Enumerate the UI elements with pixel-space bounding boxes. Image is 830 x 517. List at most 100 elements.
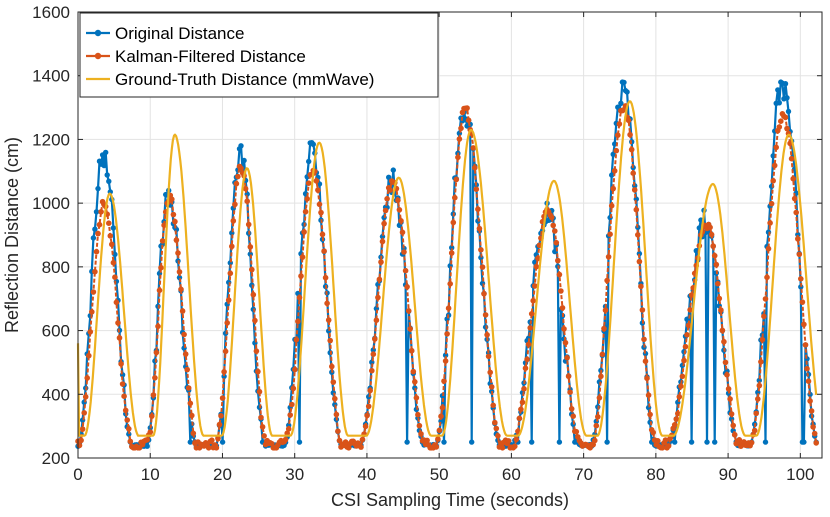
- series-kalman-point: [756, 382, 763, 389]
- series-kalman-point: [119, 381, 126, 387]
- series-kalman-point: [242, 185, 249, 192]
- series-kalman-point: [259, 424, 266, 430]
- series-kalman-point: [768, 200, 775, 207]
- series-kalman-point: [707, 224, 713, 231]
- series-kalman-point: [327, 337, 334, 344]
- series-kalman-point: [478, 247, 484, 253]
- series-kalman-point: [519, 399, 526, 406]
- series-kalman-point: [98, 209, 104, 215]
- series-kalman-point: [150, 392, 157, 398]
- series-kalman-point: [412, 379, 418, 385]
- series-kalman-point: [401, 249, 407, 255]
- series-kalman-point: [229, 243, 235, 250]
- y-tick-label: 400: [42, 385, 70, 404]
- series-kalman-point: [475, 206, 481, 212]
- series-kalman-point: [788, 155, 795, 162]
- series-kalman-point: [556, 271, 563, 278]
- series-kalman-point: [95, 230, 101, 237]
- series-kalman-point: [530, 297, 536, 304]
- series-kalman-point: [465, 117, 472, 123]
- series-original-point: [310, 141, 316, 147]
- series-kalman-point: [370, 351, 377, 358]
- series-original-point: [529, 439, 535, 445]
- series-kalman-point: [598, 373, 604, 380]
- x-tick-label: 20: [213, 465, 232, 484]
- series-original-point: [110, 225, 117, 231]
- series-kalman-point: [261, 433, 267, 439]
- series-kalman-point: [518, 406, 524, 413]
- series-kalman-point: [716, 295, 723, 302]
- series-original-point: [441, 439, 447, 445]
- series-kalman-point: [252, 317, 258, 324]
- x-tick-label: 30: [285, 465, 304, 484]
- series-kalman-point: [378, 259, 384, 265]
- x-tick-label: 10: [141, 465, 160, 484]
- series-kalman-point: [679, 373, 686, 380]
- series-kalman-point: [593, 422, 600, 429]
- series-kalman-point: [305, 180, 312, 186]
- series-kalman-point: [258, 414, 264, 421]
- series-kalman-point: [635, 232, 641, 238]
- series-kalman-point: [170, 211, 177, 218]
- series-kalman-point: [253, 348, 260, 354]
- series-kalman-point: [126, 426, 132, 432]
- series-kalman-point: [595, 414, 601, 420]
- series-kalman-point: [685, 322, 692, 329]
- series-kalman-point: [762, 296, 769, 302]
- series-kalman-point: [759, 336, 766, 343]
- series-kalman-point: [156, 287, 163, 294]
- series-original-point: [610, 151, 616, 157]
- series-kalman-point: [296, 294, 303, 301]
- series-kalman-point: [112, 274, 118, 281]
- series-kalman-point: [550, 222, 556, 229]
- series-kalman-point: [124, 417, 130, 423]
- series-kalman-point: [81, 410, 87, 416]
- series-original-point: [103, 149, 109, 156]
- series-original-point: [92, 226, 98, 232]
- legend-marker-kalman: [94, 52, 102, 60]
- series-kalman-point: [106, 220, 112, 226]
- series-kalman-point: [628, 146, 635, 153]
- series-kalman-point: [676, 394, 683, 400]
- series-kalman-point: [495, 433, 501, 439]
- series-kalman-point: [221, 369, 227, 375]
- series-kalman-point: [487, 369, 494, 376]
- series-kalman-point: [410, 368, 417, 375]
- series-kalman-point: [158, 264, 164, 271]
- series-kalman-point: [798, 276, 804, 282]
- y-tick-label: 200: [42, 449, 70, 468]
- series-kalman-point: [399, 229, 406, 236]
- series-original-point: [762, 439, 769, 445]
- series-kalman-point: [796, 251, 803, 258]
- series-kalman-point: [605, 253, 612, 260]
- series-original-point: [618, 100, 624, 107]
- series-original-point: [219, 439, 226, 445]
- series-original-point: [688, 439, 695, 445]
- series-kalman-point: [492, 419, 498, 426]
- series-kalman-point: [227, 270, 234, 277]
- series-kalman-point: [548, 214, 555, 221]
- series-original-point: [404, 439, 410, 445]
- series-kalman-point: [778, 118, 784, 124]
- legend-entry-original: Original Distance: [115, 24, 244, 43]
- series-kalman-point: [748, 439, 755, 446]
- series-kalman-point: [249, 266, 255, 273]
- series-kalman-point: [442, 358, 449, 364]
- series-kalman-point: [285, 426, 292, 432]
- series-kalman-point: [413, 395, 420, 401]
- series-original-point: [556, 439, 563, 445]
- series-kalman-point: [673, 416, 680, 422]
- series-kalman-point: [319, 231, 326, 238]
- series-ground-truth-line: [76, 100, 818, 437]
- series-kalman-point: [225, 297, 232, 303]
- series-kalman-point: [801, 321, 807, 328]
- series-kalman-point: [631, 187, 638, 193]
- series-kalman-point: [641, 336, 647, 343]
- series-kalman-point: [608, 202, 615, 209]
- series-kalman-point: [456, 136, 463, 142]
- plot-area: [75, 79, 819, 451]
- axis-ticks: 0 10 20 30 40 50 60 70 80 90 100 200 400 600 800 1000 12…: [32, 3, 822, 484]
- series-kalman-point: [791, 195, 798, 202]
- y-tick-label: 600: [42, 322, 70, 341]
